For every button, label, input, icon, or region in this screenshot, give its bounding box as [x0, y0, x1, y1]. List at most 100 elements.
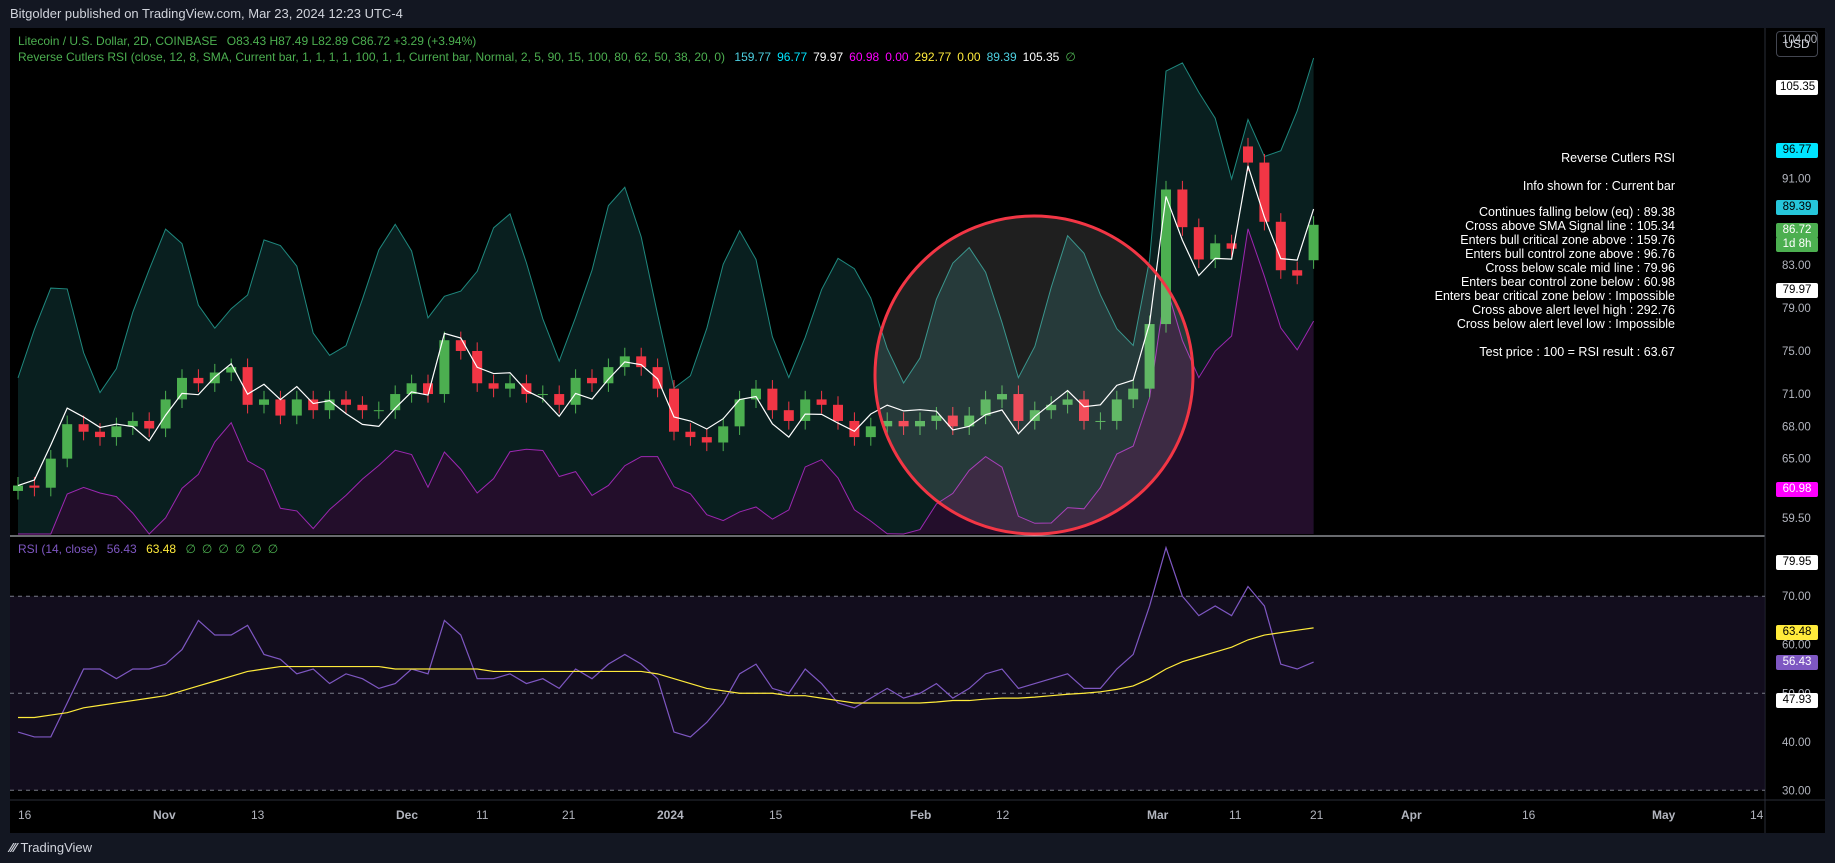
candle-22: [373, 410, 384, 412]
rsi-null-values: ∅ ∅ ∅ ∅ ∅ ∅: [185, 542, 284, 556]
candle-23: [390, 394, 401, 411]
rsi-null-5: ∅: [267, 542, 279, 556]
rsi-tick-0: 70.00: [1782, 591, 1811, 603]
price-tick-1: 91.00: [1782, 174, 1811, 186]
candle-16: [275, 399, 286, 416]
info-line-6: Enters bear critical zone below : Imposs…: [1434, 289, 1675, 303]
time-label-7: 15: [769, 808, 783, 822]
candle-4: [78, 424, 89, 432]
candle-74: [1226, 243, 1237, 249]
time-label-4: 11: [476, 808, 489, 822]
candle-79: [1308, 224, 1319, 261]
candle-1: [29, 485, 40, 488]
candle-70: [1161, 189, 1171, 325]
candle-26: [439, 340, 450, 395]
candle-50: [833, 404, 843, 421]
time-label-0: 16: [18, 808, 32, 822]
candle-14: [242, 367, 253, 405]
candle-2: [45, 458, 56, 488]
candle-7: [127, 420, 138, 427]
bear-zone-line: [18, 228, 1315, 535]
symbol-legend[interactable]: Litecoin / U.S. Dollar, 2D, COINBASE O83…: [18, 34, 482, 48]
indicator-values: 159.77 96.77 79.97 60.98 0.00 292.77 0.00 89.39…: [734, 50, 1081, 64]
tradingview-logo-icon: ⁄⁄⁄: [10, 840, 17, 855]
candle-32: [537, 394, 548, 396]
rsi-series-1: [18, 627, 1314, 719]
chart-area[interactable]: 104.00 91.00 83.00 79.00 75.00 71.00 68.00 65.0…: [10, 28, 1825, 833]
info-line-5: Enters bear control zone below : 60.98: [1460, 275, 1675, 289]
candle-49: [816, 399, 827, 405]
candle-67: [1111, 399, 1122, 421]
price-tick-9: 59.50: [1782, 513, 1811, 525]
candle-44: [734, 399, 745, 427]
price-tick-7: 65.00: [1782, 454, 1811, 466]
info-panel: Reverse Cutlers RSI Info shown for : Cur…: [1255, 151, 1675, 359]
bull-zone-line: [17, 57, 1315, 394]
price-tick-2: 83.00: [1782, 260, 1811, 272]
rsi-null-3: ∅: [234, 542, 246, 556]
candle-65: [1079, 399, 1089, 421]
candle-38: [636, 356, 647, 368]
candle-40: [669, 388, 679, 432]
indicator-value-1: 96.77: [777, 50, 808, 64]
candle-76: [1259, 162, 1270, 222]
info-lines: Continues falling below (eq) : 89.38 Cros…: [1255, 205, 1675, 331]
indicator-value-2: 79.97: [813, 50, 844, 64]
candle-34: [570, 377, 581, 405]
candle-71: [1177, 189, 1188, 228]
price-box-0: 105.35: [1776, 80, 1818, 95]
candle-60: [997, 394, 1007, 400]
currency-button[interactable]: USD: [1776, 31, 1818, 57]
candle-51: [849, 420, 860, 438]
candle-48: [800, 399, 811, 421]
rsi-series-0: [17, 545, 1314, 738]
candle-29: [488, 383, 499, 389]
bear-zone-area: [18, 228, 1314, 535]
rsi-tick-4: 30.00: [1782, 785, 1811, 797]
rsi-null-1: ∅: [201, 542, 213, 556]
time-label-3: Dec: [396, 808, 418, 822]
candle-72: [1193, 227, 1204, 260]
chart-canvas[interactable]: 104.00 91.00 83.00 79.00 75.00 71.00 68.00 65.0…: [10, 28, 1825, 833]
candle-73: [1210, 243, 1221, 260]
candle-39: [652, 367, 663, 389]
rsi-value: 56.43: [106, 542, 137, 556]
candle-77: [1275, 221, 1286, 271]
candle-31: [521, 383, 532, 395]
candle-11: [193, 377, 204, 384]
indicator-value-7: 89.39: [986, 50, 1017, 64]
rsi-legend[interactable]: RSI (14, close) 56.43 63.48 ∅ ∅ ∅ ∅ ∅ ∅: [18, 542, 290, 556]
indicator-value-9: ∅: [1065, 50, 1076, 64]
candle-25: [423, 383, 433, 395]
time-label-1: Nov: [153, 808, 176, 822]
rsi-ma-value: 63.48: [146, 542, 177, 556]
candle-75: [1243, 146, 1253, 163]
time-label-11: 11: [1229, 808, 1242, 822]
candle-62: [1029, 410, 1040, 421]
candle-57: [947, 415, 958, 427]
price-tick-4: 75.00: [1782, 346, 1811, 358]
candle-30: [505, 383, 515, 389]
rsi-null-2: ∅: [218, 542, 229, 556]
price-box-2: 89.39: [1776, 200, 1818, 215]
time-label-6: 2024: [657, 808, 684, 822]
time-label-10: Mar: [1147, 808, 1169, 822]
price-box-1: 96.77: [1776, 143, 1818, 158]
candle-54: [898, 420, 909, 427]
candle-52: [865, 426, 876, 438]
price-box-10: 47.93: [1776, 693, 1818, 708]
candle-18: [308, 399, 319, 411]
indicator-legend[interactable]: Reverse Cutlers RSI (close, 12, 8, SMA, …: [18, 50, 1088, 64]
ohlc-values: O83.43 H87.49 L82.89 C86.72 +3.29 (+3.94…: [226, 34, 477, 48]
time-label-14: 16: [1522, 808, 1536, 822]
info-line-7: Cross above alert level high : 292.76: [1472, 303, 1675, 317]
candle-10: [177, 377, 187, 400]
symbol-title: Litecoin / U.S. Dollar, 2D, COINBASE: [18, 34, 218, 48]
indicator-title: Reverse Cutlers RSI (close, 12, 8, SMA, …: [18, 50, 726, 64]
candle-41: [685, 431, 696, 438]
candle-35: [587, 377, 597, 384]
highlight-circle: [873, 214, 1195, 536]
candle-21: [357, 404, 368, 411]
candle-3: [62, 424, 73, 459]
time-label-12: 21: [1310, 808, 1324, 822]
